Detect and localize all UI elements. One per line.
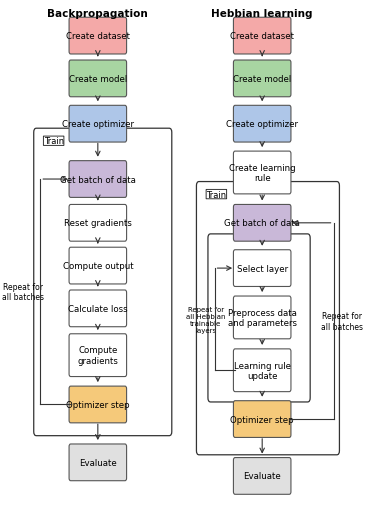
- FancyBboxPatch shape: [234, 458, 291, 494]
- FancyBboxPatch shape: [234, 205, 291, 242]
- FancyBboxPatch shape: [234, 250, 291, 287]
- Text: Create optimizer: Create optimizer: [226, 120, 298, 129]
- FancyBboxPatch shape: [69, 106, 127, 143]
- FancyBboxPatch shape: [69, 61, 127, 97]
- FancyBboxPatch shape: [69, 290, 127, 327]
- Text: Create learning
rule: Create learning rule: [229, 164, 296, 183]
- Text: Create model: Create model: [69, 75, 127, 84]
- Text: Hebbian learning: Hebbian learning: [211, 9, 313, 19]
- FancyBboxPatch shape: [69, 205, 127, 242]
- FancyBboxPatch shape: [234, 349, 291, 392]
- Text: Calculate loss: Calculate loss: [68, 304, 128, 313]
- Text: Get batch of data: Get batch of data: [224, 219, 300, 228]
- FancyBboxPatch shape: [234, 106, 291, 143]
- Text: Backpropagation: Backpropagation: [47, 9, 148, 19]
- Text: Train: Train: [43, 137, 64, 146]
- Text: Create dataset: Create dataset: [230, 32, 294, 41]
- FancyBboxPatch shape: [234, 61, 291, 97]
- FancyBboxPatch shape: [234, 401, 291, 437]
- FancyBboxPatch shape: [234, 152, 291, 194]
- FancyBboxPatch shape: [69, 248, 127, 284]
- Text: Repeat for
all batches: Repeat for all batches: [2, 282, 44, 302]
- FancyBboxPatch shape: [234, 18, 291, 55]
- Text: Create model: Create model: [233, 75, 291, 84]
- Text: Compute output: Compute output: [62, 262, 133, 271]
- Text: Get batch of data: Get batch of data: [60, 175, 136, 184]
- FancyBboxPatch shape: [69, 161, 127, 198]
- FancyBboxPatch shape: [69, 334, 127, 377]
- Text: Preprocess data
and parameters: Preprocess data and parameters: [228, 308, 297, 327]
- Text: Evaluate: Evaluate: [243, 472, 281, 480]
- Text: Reset gradients: Reset gradients: [64, 219, 132, 228]
- Text: Create optimizer: Create optimizer: [62, 120, 134, 129]
- Text: Repeat for
all Hebbian
trainable
layers: Repeat for all Hebbian trainable layers: [186, 306, 226, 333]
- Text: Evaluate: Evaluate: [79, 458, 117, 467]
- Text: Optimizer step: Optimizer step: [230, 415, 294, 424]
- Text: Select layer: Select layer: [237, 264, 288, 273]
- FancyBboxPatch shape: [69, 444, 127, 481]
- Text: Repeat for
all batches: Repeat for all batches: [321, 312, 363, 331]
- Text: Train: Train: [206, 190, 226, 199]
- Text: Create dataset: Create dataset: [66, 32, 130, 41]
- Text: Learning rule
update: Learning rule update: [234, 361, 291, 380]
- FancyBboxPatch shape: [234, 296, 291, 339]
- FancyBboxPatch shape: [69, 386, 127, 423]
- Text: Optimizer step: Optimizer step: [66, 400, 130, 409]
- FancyBboxPatch shape: [69, 18, 127, 55]
- Text: Compute
gradients: Compute gradients: [77, 346, 118, 365]
